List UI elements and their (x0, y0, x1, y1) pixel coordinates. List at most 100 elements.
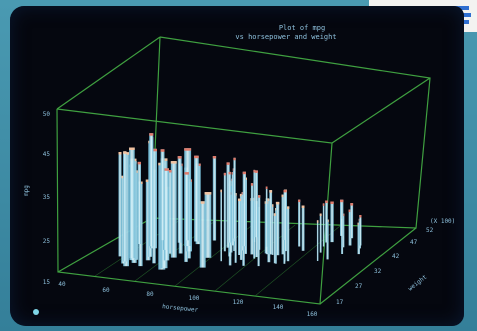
plot-spike (283, 189, 287, 240)
plot-spike-tip (123, 151, 127, 154)
plot-spike-tip (199, 201, 206, 204)
plot-spike (316, 220, 319, 261)
plot-spike-tip (220, 189, 222, 193)
plot-spike-tip (239, 193, 243, 197)
plot-spike-tip (275, 201, 280, 205)
plot-spike-tip (319, 213, 322, 216)
plot-spike (163, 168, 169, 250)
plot-spike-tip (145, 179, 151, 182)
plot-spike (149, 133, 154, 247)
plot-spike-tip (286, 206, 290, 209)
plot-spike-tip (129, 147, 135, 150)
plot-spike (342, 213, 345, 248)
plot-spike (340, 199, 344, 236)
plot-subtitle: vs horsepower and weight (235, 33, 336, 41)
plot-spike (322, 203, 325, 247)
plot-spike (137, 161, 141, 244)
plot-spike (123, 151, 127, 262)
plot-spike-tip (238, 198, 241, 202)
plot-spike (265, 186, 268, 247)
plot-spike-tip (342, 213, 345, 217)
plot-spike-tip (283, 189, 287, 193)
plot-spike-tip (330, 201, 334, 204)
plot-spike (239, 193, 243, 260)
z-tick: 27 (355, 283, 363, 290)
plot-spike (286, 206, 290, 262)
plot-spike-tip (253, 169, 256, 173)
plot-spike (238, 198, 241, 255)
plot-spike-tip (163, 168, 169, 171)
plot-spike (319, 213, 322, 253)
plot-spike-tip (226, 162, 230, 165)
plot-spike-tip (271, 204, 274, 207)
plot-spike-tip (118, 152, 122, 155)
plot-spike (194, 155, 199, 242)
plot-spike-tip (184, 148, 192, 151)
plot-spike-tip (316, 220, 319, 223)
plot-spike-tip (258, 195, 261, 198)
plot-spike (223, 172, 226, 252)
plot-spike-tip (359, 215, 362, 218)
plot-spike-tip (241, 192, 244, 195)
plot-spike (341, 218, 344, 254)
plot-spike-tip (212, 156, 217, 159)
plot-spike (330, 201, 334, 243)
plot-spike (301, 205, 305, 251)
plot-spike (348, 209, 352, 246)
plot-spike (160, 149, 165, 241)
plot-spike (250, 183, 254, 239)
plot-spike (118, 152, 122, 257)
x-tick: 80 (146, 291, 154, 298)
x-axis-label: horsepower (162, 303, 199, 314)
plot-spike (253, 169, 256, 243)
plot-spike (150, 148, 157, 249)
y-axis-label: mpg (23, 185, 30, 196)
plot-spike (325, 200, 328, 243)
plot-spike (129, 147, 135, 259)
plot-spike-tip (231, 172, 234, 175)
plot-spike-tip (137, 161, 141, 165)
plot-3d: Plot of mpg vs horsepower and weight (23, 24, 455, 318)
plot-spike (145, 179, 151, 261)
y-tick: 15 (43, 279, 51, 286)
plot-spike (241, 192, 244, 251)
plot-spike (231, 172, 234, 242)
plot-spike-tip (204, 192, 212, 195)
plot-spike (170, 161, 177, 258)
plot-spike-tip (301, 205, 305, 208)
plot-spike-tip (298, 199, 301, 203)
plot-spike-tip (265, 186, 268, 189)
plot-spike-tip (223, 172, 226, 176)
plot-spike-tip (242, 171, 246, 175)
plot-spike (226, 162, 230, 248)
plot-spike (359, 215, 362, 246)
plot-spike-tip (184, 172, 189, 175)
crt-screen: Plot of mpg vs horsepower and weight (10, 6, 464, 326)
plot-spike (212, 156, 217, 241)
plot-spike (242, 171, 246, 247)
plot-spike (228, 171, 231, 243)
plot-spike-tip (150, 148, 157, 152)
x-tick: 60 (102, 287, 110, 294)
plot-spike (199, 201, 206, 268)
z-tick: 47 (410, 239, 418, 246)
z-tick: 52 (426, 227, 434, 234)
z-tick: 17 (336, 299, 344, 306)
plot-spike (298, 199, 301, 247)
plot-spike (184, 172, 189, 241)
status-led-icon (33, 309, 39, 315)
plot-spike (273, 213, 276, 264)
plot-spike (281, 194, 285, 255)
plot-spike-tip (177, 156, 182, 159)
plot-spike (271, 204, 274, 255)
y-tick: 25 (43, 238, 51, 245)
plot-spike (233, 157, 236, 239)
plot-spike (220, 189, 222, 262)
plot-spike (177, 156, 182, 243)
plot-spike (168, 170, 172, 254)
y-tick: 35 (43, 194, 51, 201)
x-tick: 160 (307, 311, 318, 318)
plot-spike-tip (250, 183, 254, 186)
plot-spike-tip (160, 149, 165, 152)
